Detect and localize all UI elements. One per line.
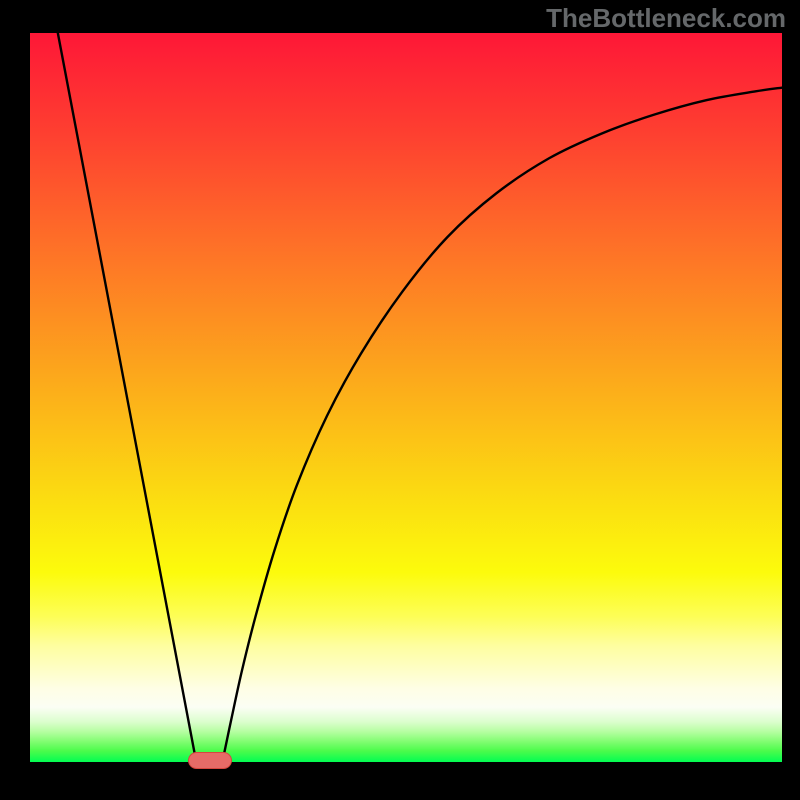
plot-area xyxy=(30,33,782,762)
watermark-text: TheBottleneck.com xyxy=(546,3,786,34)
bottleneck-curve xyxy=(30,33,782,762)
bottleneck-marker xyxy=(188,752,232,769)
